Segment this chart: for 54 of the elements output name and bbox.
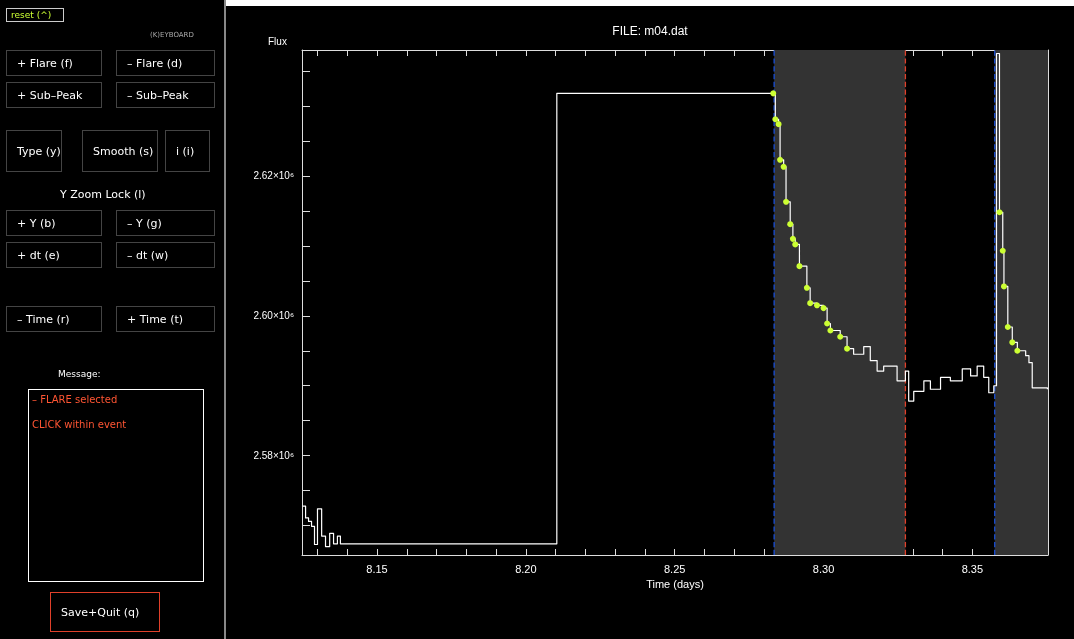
text: + Time (t) xyxy=(116,306,215,332)
text: Message: xyxy=(58,368,102,381)
x-tick-label: 8.30 xyxy=(812,562,835,575)
point xyxy=(827,327,834,334)
point xyxy=(1000,283,1007,290)
text: + Sub–Peak xyxy=(6,82,102,108)
point xyxy=(996,209,1003,216)
point xyxy=(844,345,851,352)
chart-title: FILE: m04.dat xyxy=(612,24,689,38)
point xyxy=(796,263,803,270)
text: – Y (g) xyxy=(116,210,215,236)
text: + Y (b) xyxy=(6,210,102,236)
text: + dt (e) xyxy=(6,242,102,268)
text: – Flare (d) xyxy=(116,50,215,76)
text: Save+Quit (q) xyxy=(50,592,160,632)
point xyxy=(792,241,799,248)
text: CLICK within event xyxy=(32,417,128,431)
text: + Flare (f) xyxy=(6,50,102,76)
text: Type (y) xyxy=(6,130,62,172)
text: – dt (w) xyxy=(116,242,215,268)
text: Smooth (s) xyxy=(82,130,158,172)
text: i (i) xyxy=(165,130,210,172)
text: – Time (r) xyxy=(6,306,102,332)
point xyxy=(1004,323,1011,330)
point xyxy=(820,305,827,312)
x-tick-label: 8.35 xyxy=(961,562,984,575)
point xyxy=(777,156,784,163)
point xyxy=(824,320,831,327)
text: – Sub–Peak xyxy=(116,82,215,108)
y-tick-label: 2.62×10⁶ xyxy=(253,170,294,182)
point xyxy=(780,163,787,170)
x-axis-title: Time (days) xyxy=(646,578,704,591)
point xyxy=(772,116,779,123)
x-tick-label: 8.25 xyxy=(663,562,686,575)
point xyxy=(803,284,810,291)
x-tick-label: 8.20 xyxy=(515,562,537,575)
point xyxy=(807,300,814,307)
text: – FLARE selected xyxy=(32,392,119,406)
point xyxy=(783,198,790,205)
point xyxy=(1009,339,1016,346)
x-tick-label: 8.15 xyxy=(366,562,388,575)
point xyxy=(814,302,820,309)
y-tick-label: 2.58×10⁶ xyxy=(253,450,294,462)
point xyxy=(789,235,796,242)
point xyxy=(999,247,1006,254)
text: Y Zoom Lock (l) xyxy=(60,186,147,202)
point xyxy=(770,90,777,97)
y-axis-title: Flux xyxy=(268,35,287,47)
point xyxy=(775,121,782,128)
text: reset (^) xyxy=(6,8,64,22)
point xyxy=(1014,347,1021,354)
point xyxy=(837,333,844,340)
y-tick-label: 2.60×10⁶ xyxy=(253,310,294,322)
point xyxy=(787,221,794,228)
